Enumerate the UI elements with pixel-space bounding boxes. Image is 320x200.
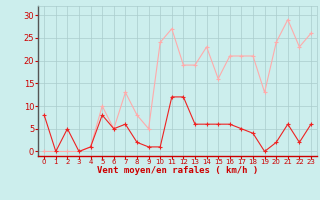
X-axis label: Vent moyen/en rafales ( km/h ): Vent moyen/en rafales ( km/h )	[97, 166, 258, 175]
